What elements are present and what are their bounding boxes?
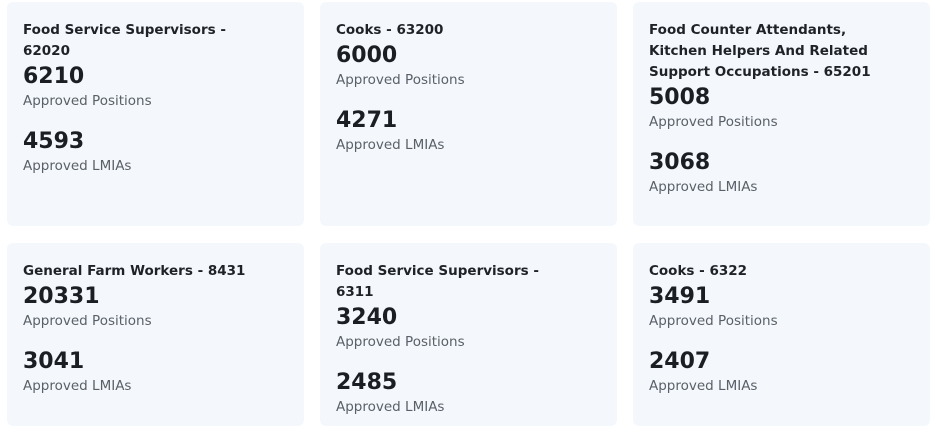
approved-lmias-value: 4593 — [23, 129, 85, 154]
approved-positions-value: 20331 — [23, 284, 100, 309]
card-title: General Farm Workers - 8431 — [23, 263, 246, 279]
occupation-card: Cooks - 63200 6000 Approved Positions 42… — [320, 2, 617, 226]
approved-lmias-value: 3068 — [649, 150, 711, 175]
approved-lmias-value: 4271 — [336, 108, 398, 133]
approved-lmias-label: Approved LMIAs — [649, 378, 758, 394]
card-title: Food Service Supervisors - 6311 — [336, 263, 539, 300]
card-title: Cooks - 63200 — [336, 22, 444, 38]
approved-positions-label: Approved Positions — [23, 313, 152, 329]
approved-lmias-label: Approved LMIAs — [23, 158, 132, 174]
approved-lmias-metric: 4593 Approved LMIAs — [23, 128, 288, 175]
card-title: Food Counter Attendants, Kitchen Helpers… — [649, 22, 871, 80]
approved-positions-value: 3491 — [649, 284, 711, 309]
approved-positions-metric: 6000 Approved Positions — [336, 42, 601, 89]
occupation-card: Food Counter Attendants, Kitchen Helpers… — [633, 2, 930, 226]
approved-lmias-label: Approved LMIAs — [23, 378, 132, 394]
approved-positions-metric: 3240 Approved Positions — [336, 304, 601, 351]
approved-lmias-metric: 3041 Approved LMIAs — [23, 348, 288, 395]
approved-positions-label: Approved Positions — [649, 313, 778, 329]
approved-positions-metric: 5008 Approved Positions — [649, 84, 914, 131]
occupation-card: General Farm Workers - 8431 20331 Approv… — [7, 243, 304, 426]
approved-lmias-metric: 2485 Approved LMIAs — [336, 369, 601, 416]
approved-lmias-metric: 2407 Approved LMIAs — [649, 348, 914, 395]
approved-lmias-label: Approved LMIAs — [336, 137, 445, 153]
approved-positions-value: 5008 — [649, 85, 711, 110]
approved-lmias-label: Approved LMIAs — [336, 399, 445, 415]
card-title: Cooks - 6322 — [649, 263, 748, 279]
approved-positions-metric: 3491 Approved Positions — [649, 283, 914, 330]
occupation-card: Food Service Supervisors - 62020 6210 Ap… — [7, 2, 304, 226]
approved-positions-value: 6000 — [336, 43, 398, 68]
approved-positions-label: Approved Positions — [23, 93, 152, 109]
card-title: Food Service Supervisors - 62020 — [23, 22, 226, 59]
approved-positions-value: 6210 — [23, 64, 85, 89]
approved-lmias-metric: 3068 Approved LMIAs — [649, 149, 914, 196]
approved-positions-label: Approved Positions — [336, 334, 465, 350]
approved-positions-metric: 6210 Approved Positions — [23, 63, 288, 110]
approved-positions-label: Approved Positions — [336, 72, 465, 88]
approved-positions-label: Approved Positions — [649, 114, 778, 130]
occupation-card: Food Service Supervisors - 6311 3240 App… — [320, 243, 617, 426]
approved-lmias-value: 3041 — [23, 349, 85, 374]
approved-lmias-label: Approved LMIAs — [649, 179, 758, 195]
approved-lmias-metric: 4271 Approved LMIAs — [336, 107, 601, 154]
approved-lmias-value: 2407 — [649, 349, 711, 374]
approved-lmias-value: 2485 — [336, 370, 398, 395]
approved-positions-value: 3240 — [336, 305, 398, 330]
occupation-card: Cooks - 6322 3491 Approved Positions 240… — [633, 243, 930, 426]
approved-positions-metric: 20331 Approved Positions — [23, 283, 288, 330]
